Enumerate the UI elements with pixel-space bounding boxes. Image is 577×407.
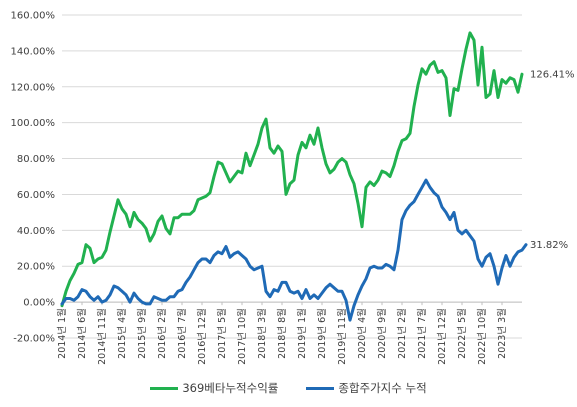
x-tick-label: 2016년 7월 [176,308,188,359]
x-tick-label: 2022년 10월 [476,308,488,365]
legend-label-series-2: 종합주가지수 누적 [338,381,427,395]
y-tick-label: 140.00% [11,46,56,57]
x-tick-label: 2022년 5월 [456,308,468,359]
legend-item-series-1: 369베타누적수익률 [150,380,278,396]
y-tick-label: 80.00% [17,154,55,165]
x-tick-label: 2019년 1월 [296,308,308,359]
x-tick-label: 2021년 12월 [436,308,448,365]
y-tick-label: -20.00% [13,334,55,345]
x-tick-label: 2021년 2월 [396,308,408,359]
x-tick-label: 2023년 3월 [496,308,508,359]
y-tick-label: 100.00% [11,118,56,129]
legend-item-series-2: 종합주가지수 누적 [306,380,427,396]
y-axis-ticks: -20.00% 0.00% 20.00% 40.00% 60.00% 80.00% 100.… [11,11,56,345]
x-tick-label: 2019년 11월 [336,308,348,365]
y-tick-label: 60.00% [17,190,55,201]
y-tick-label: 40.00% [17,226,55,237]
legend-swatch-series-2 [306,386,335,390]
x-tick-label: 2014년 6월 [76,308,88,359]
x-tick-label: 2014년 1월 [56,308,68,359]
y-tick-label: 120.00% [11,82,56,93]
y-tick-label: 20.00% [17,262,55,273]
legend: 369베타누적수익률 종합주가지수 누적 [0,378,577,398]
x-tick-label: 2017년 10월 [236,308,248,365]
x-tick-label: 2014년 11월 [96,308,108,365]
x-tick-label: 2019년 6월 [316,308,328,359]
legend-label-series-1: 369베타누적수익률 [182,381,279,395]
y-tick-label: 160.00% [11,11,56,22]
series-line-1 [60,31,524,308]
series-line-2 [60,178,528,322]
x-tick-label: 2016년 2월 [156,308,168,359]
x-axis-ticks: 2014년 1월 2014년 6월 2014년 11월 2015년 4월 2015년 9… [56,302,508,365]
y-tick-label: 0.00% [23,298,55,309]
x-tick-label: 2020년 4월 [356,308,368,359]
legend-swatch-series-1 [150,386,179,390]
x-tick-label: 2015년 4월 [116,308,128,359]
x-tick-label: 2018년 8월 [276,308,288,359]
x-tick-label: 2016년 12월 [196,308,208,365]
end-label-series-2: 31.82% [530,240,568,251]
end-label-series-1: 126.41% [530,70,575,81]
x-tick-label: 2021년 7월 [416,308,428,359]
series-lines [60,31,528,322]
x-tick-label: 2017년 5월 [216,308,228,359]
x-tick-label: 2020년 9월 [376,308,388,359]
end-labels: 126.41% 31.82% [530,70,575,251]
x-tick-label: 2015년 9월 [136,308,148,359]
gridlines [62,14,522,339]
x-tick-label: 2018년 3월 [256,308,268,359]
